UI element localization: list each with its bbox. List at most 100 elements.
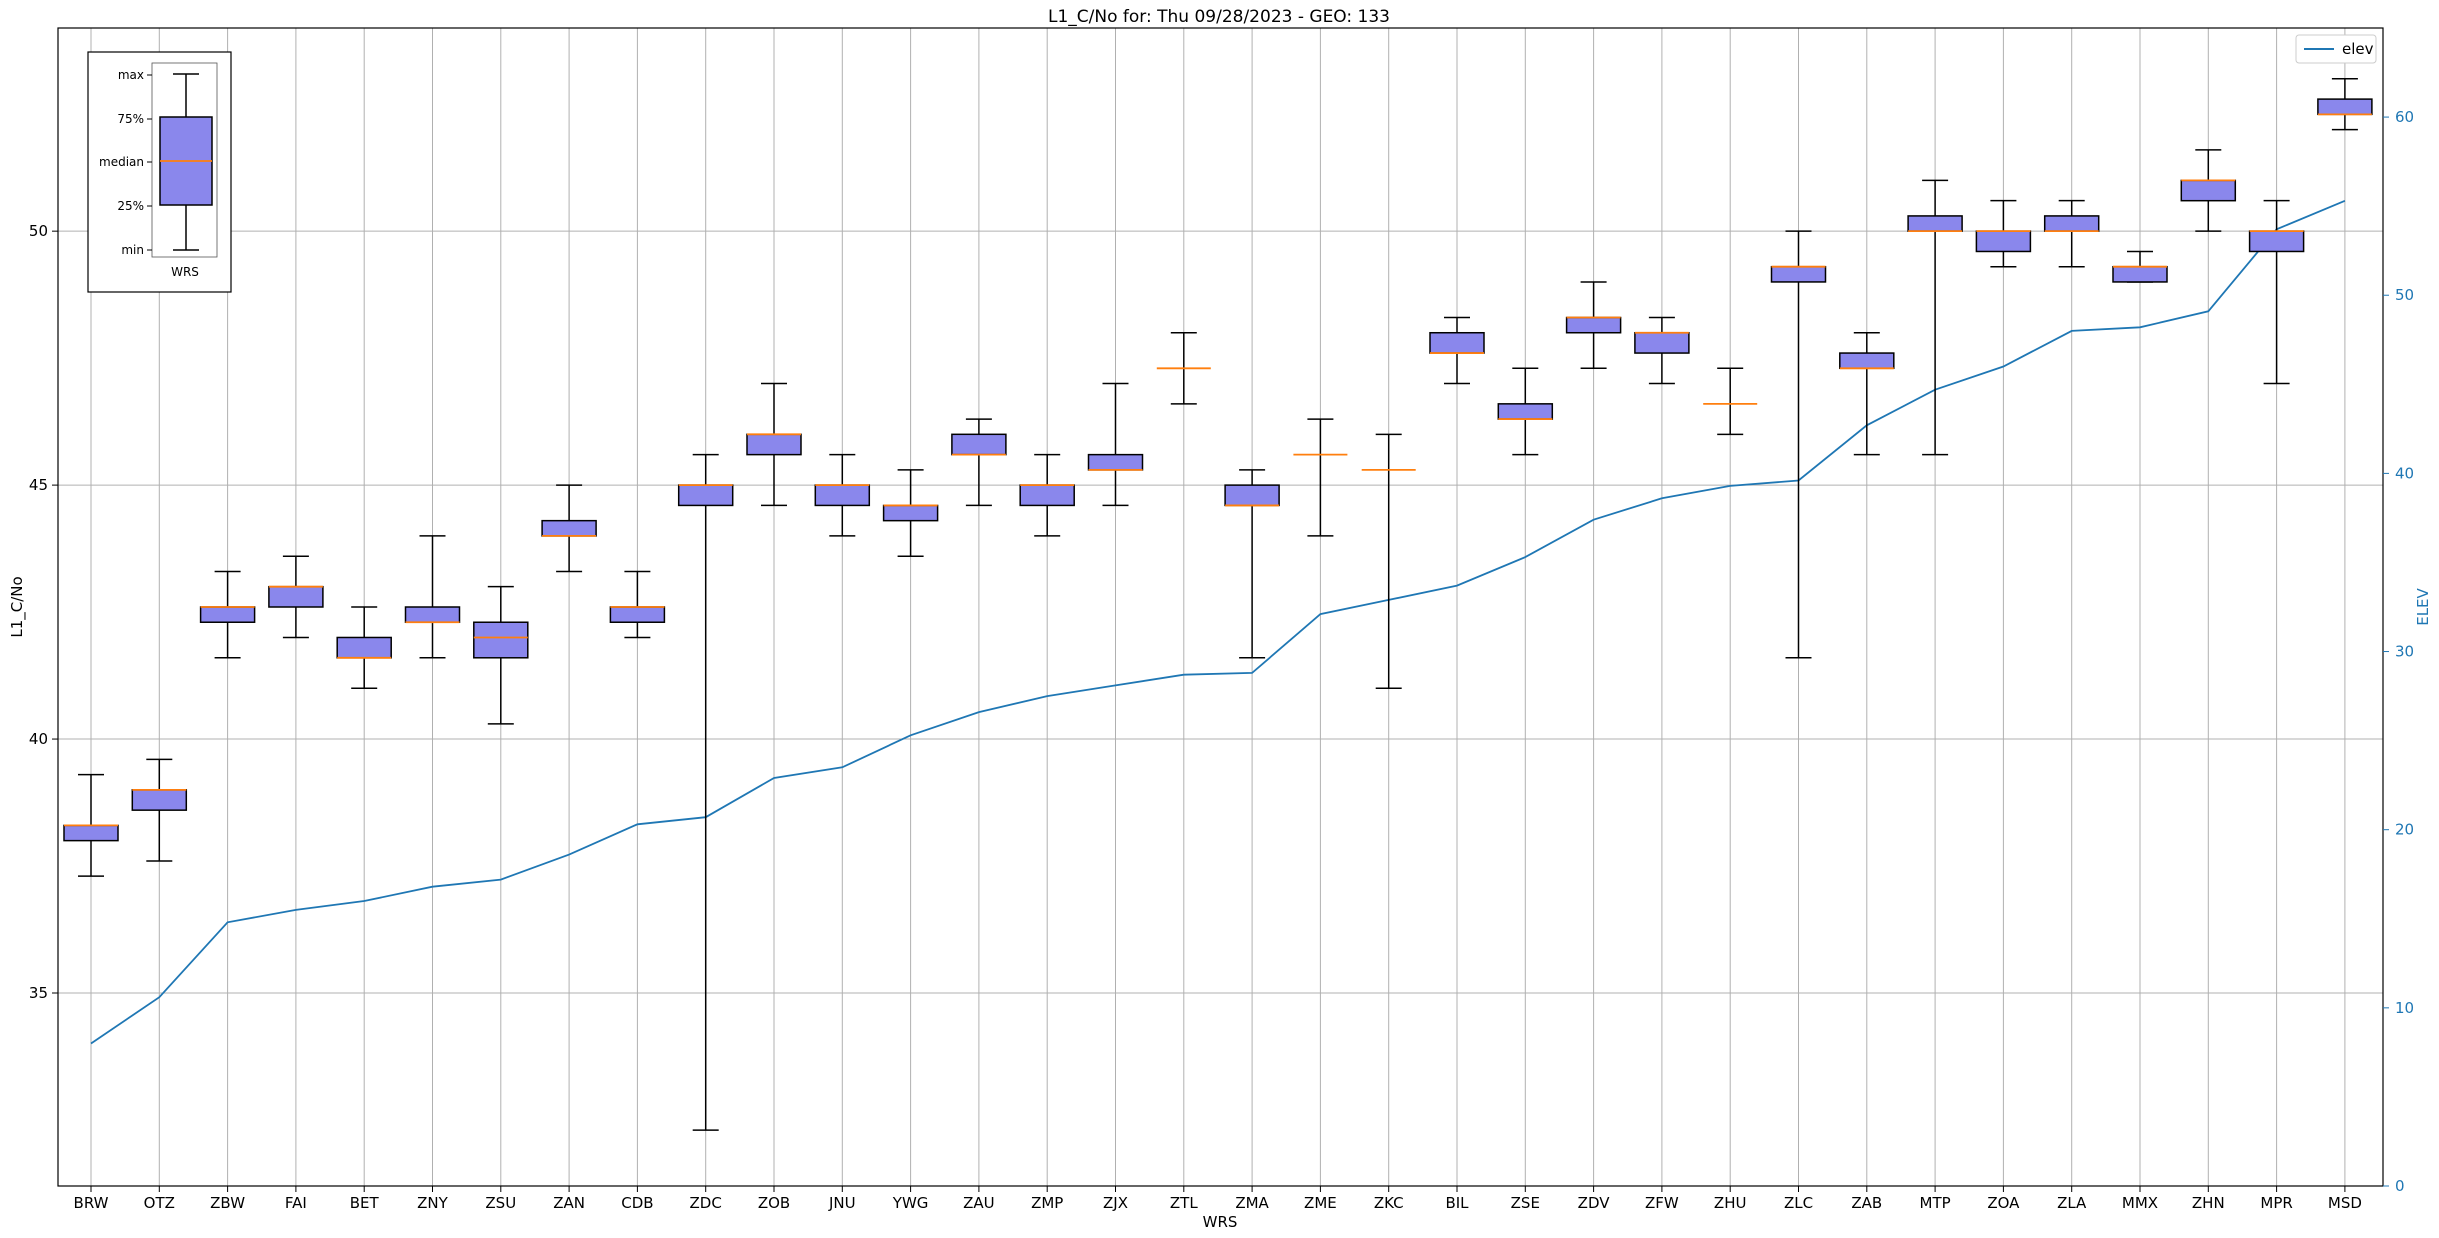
box-FAI [268, 555, 324, 639]
box-iqr [2112, 265, 2168, 283]
key-label-75: 75% [117, 112, 144, 126]
y2-tick-label: 30 [2395, 643, 2414, 661]
y2-tick-label: 10 [2395, 999, 2414, 1017]
x-tick-label: ZTL [1170, 1194, 1198, 1212]
box-iqr [1224, 484, 1280, 507]
x-tick-label: BIL [1445, 1194, 1469, 1212]
box-iqr [1839, 352, 1895, 370]
box-iqr [63, 824, 119, 842]
box-ZJX [1087, 382, 1144, 507]
box-iqr [1019, 484, 1075, 507]
box-ZAU [951, 418, 1007, 507]
x-tick-label: ZAB [1851, 1194, 1882, 1212]
box-MSD [2317, 78, 2373, 131]
box-ZNY [404, 535, 461, 659]
elev-series [90, 199, 2346, 1045]
x-tick-label: JNU [828, 1194, 856, 1212]
box-ZFW [1634, 316, 1690, 385]
y2-tick-label: 20 [2395, 821, 2414, 839]
box-ZLC [1770, 230, 1827, 659]
box-iqr [814, 484, 871, 507]
box-iqr [199, 606, 256, 623]
box-BIL [1429, 316, 1485, 385]
x-tick-label: MSD [2328, 1194, 2362, 1212]
box-ZLA [2043, 199, 2100, 268]
y-tick-label: 45 [29, 476, 48, 494]
box-MPR [2248, 199, 2305, 385]
x-tick-label: ZHU [1714, 1194, 1747, 1212]
legend-frame [2295, 34, 2377, 64]
key-label-25: 25% [117, 199, 144, 213]
x-tick-label: MPR [2260, 1194, 2292, 1212]
y2-tick-label: 60 [2395, 108, 2414, 126]
key-axes [151, 62, 218, 258]
x-tick-label: FAI [285, 1194, 307, 1212]
key-label-max: max [118, 68, 144, 82]
box-ZTL [1156, 331, 1211, 405]
box-iqr [541, 519, 597, 537]
x-tick-label: ZMA [1235, 1194, 1269, 1212]
box-plots [63, 78, 2373, 1131]
box-iqr [1087, 453, 1144, 471]
x-tick-label: ZBW [210, 1194, 245, 1212]
box-iqr [268, 585, 324, 608]
box-BRW [63, 773, 119, 877]
x-axis-label: WRS [1203, 1213, 1238, 1231]
box-iqr [951, 433, 1007, 456]
x-tick-label: ZOB [758, 1194, 790, 1212]
x-tick-label: ZLA [2057, 1194, 2087, 1212]
box-iqr [1975, 230, 2032, 253]
box-iqr [1770, 265, 1827, 283]
legend: elev [2295, 34, 2377, 64]
elev-line [90, 199, 2346, 1045]
box-MTP [1907, 179, 1963, 456]
y-tick-label: 40 [29, 730, 48, 748]
y2-axis-label: ELEV [2414, 587, 2432, 625]
box-iqr [1429, 331, 1485, 354]
box-ZKC [1361, 433, 1416, 690]
x-tick-label: MTP [1920, 1194, 1951, 1212]
y-tick-label: 50 [29, 222, 48, 240]
box-ZOB [746, 382, 802, 507]
box-CDB [609, 570, 666, 639]
box-OTZ [131, 758, 188, 862]
x-tick-label: ZME [1304, 1194, 1337, 1212]
box-ZHU [1703, 367, 1758, 436]
box-iqr [1907, 215, 1963, 232]
x-tick-label: ZSE [1511, 1194, 1540, 1212]
x-tick-label: OTZ [144, 1194, 175, 1212]
box-iqr [336, 636, 392, 659]
box-MMX [2112, 250, 2168, 283]
y2-tick-label: 40 [2395, 464, 2414, 482]
box-BET [336, 606, 392, 690]
box-iqr [404, 606, 461, 623]
y2-tick-label: 0 [2395, 1177, 2405, 1195]
x-tick-label: ZMP [1031, 1194, 1063, 1212]
box-iqr [609, 606, 666, 623]
x-tick-label: ZHN [2192, 1194, 2225, 1212]
x-tick-label: BET [350, 1194, 380, 1212]
box-iqr [131, 789, 188, 811]
box-ZHN [2180, 149, 2237, 232]
plot-frame [57, 27, 2384, 1187]
key-xlabel: WRS [171, 265, 199, 279]
box-iqr [2248, 230, 2305, 253]
box-ZMP [1019, 453, 1075, 537]
chart-title: L1_C/No for: Thu 09/28/2023 - GEO: 133 [1048, 7, 1390, 27]
box-JNU [814, 453, 871, 537]
box-ZMA [1224, 469, 1280, 659]
x-tick-label: ZOA [1987, 1194, 2020, 1212]
x-tick-label: ZNY [417, 1194, 448, 1212]
x-tick-label: ZDC [690, 1194, 722, 1212]
x-tick-label: ZSU [485, 1194, 516, 1212]
box-iqr [2180, 179, 2237, 202]
box-ZME [1293, 418, 1348, 537]
axes: BRW OTZ ZBW FAI BET ZNY ZSU ZAN CDB ZDC ZOB JNU YWG Z… [29, 108, 2414, 1212]
key-label-median: median [99, 155, 144, 169]
x-tick-label: ZDV [1578, 1194, 1611, 1212]
box-ZAN [541, 484, 597, 573]
box-ZSU [473, 585, 529, 725]
box-ZOA [1975, 199, 2032, 268]
box-ZAB [1839, 331, 1895, 456]
